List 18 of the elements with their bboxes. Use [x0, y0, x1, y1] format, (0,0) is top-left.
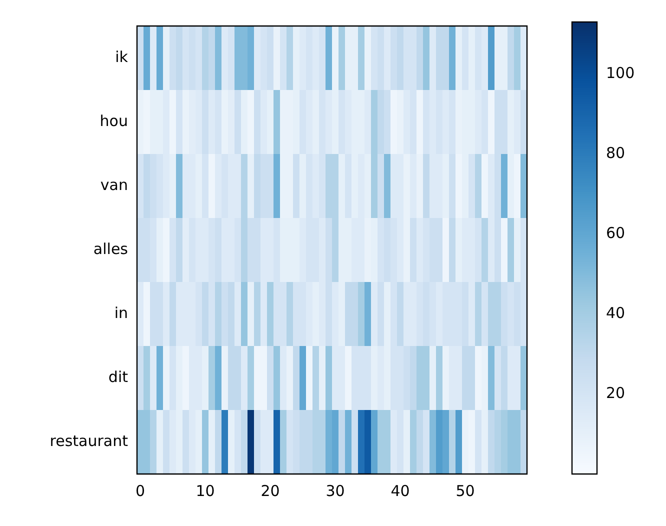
x-tick-label: 40	[390, 482, 410, 500]
y-tick-label: hou	[100, 112, 128, 130]
x-tick-label: 10	[196, 482, 215, 500]
x-tick-label: 0	[135, 482, 146, 500]
x-tick-label: 20	[260, 482, 280, 500]
y-tick-label: van	[100, 176, 128, 194]
color-bar-label: 80	[606, 144, 626, 162]
y-tick-label: in	[114, 304, 128, 322]
color-bar-label: 20	[606, 384, 626, 402]
y-tick-label: restaurant	[50, 432, 128, 450]
x-tick-label: 30	[326, 482, 345, 500]
color-bar-label: 100	[606, 64, 635, 82]
x-tick-label: 50	[456, 482, 475, 500]
color-bar-label: 40	[606, 304, 626, 322]
y-tick-label: alles	[93, 240, 128, 258]
y-tick-label: ik	[115, 48, 128, 66]
color-bar-label: 60	[606, 224, 626, 242]
y-tick-label: dit	[108, 368, 128, 386]
